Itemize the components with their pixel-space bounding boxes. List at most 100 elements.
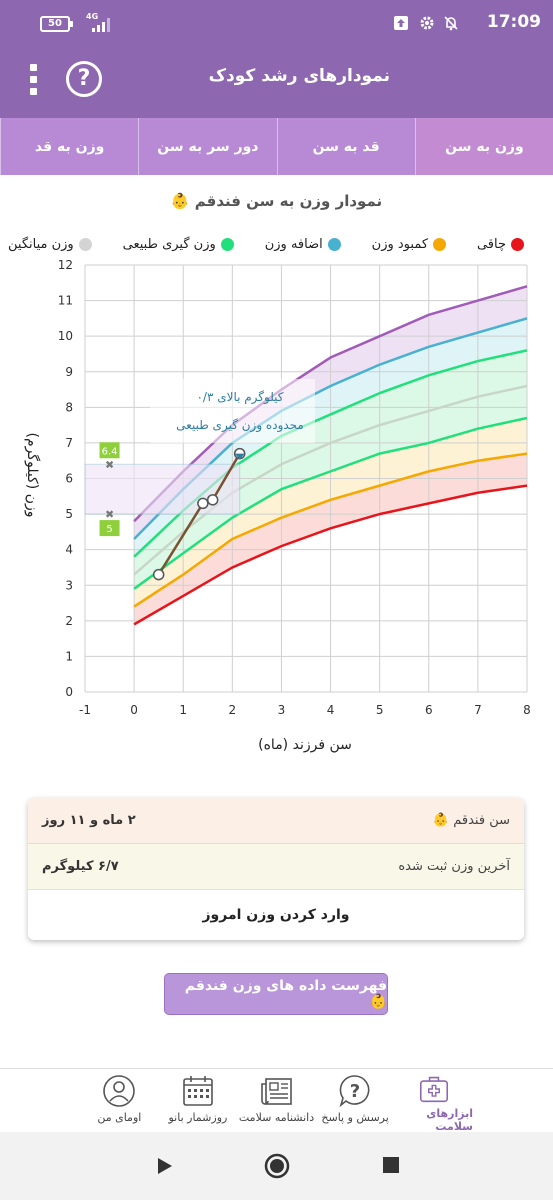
latest-point-indicator bbox=[234, 453, 245, 460]
nav-item-calendar[interactable]: روزشمار بانو bbox=[159, 1069, 238, 1133]
legend-item-obese[interactable]: چاقی bbox=[477, 234, 524, 254]
system-back-icon[interactable] bbox=[155, 1156, 175, 1176]
nav-item-encyclopedia[interactable]: دانشنامه سلامت bbox=[237, 1069, 316, 1133]
tab-height-for-age[interactable]: قد به سن bbox=[276, 118, 415, 175]
svg-text:?: ? bbox=[350, 1081, 360, 1102]
weight-value: ۶/۷ کیلوگرم bbox=[42, 859, 119, 874]
y-tick-label: 4 bbox=[65, 543, 73, 557]
user-profile-icon bbox=[103, 1075, 136, 1107]
nav-item-my-profile[interactable]: اومای من bbox=[80, 1069, 159, 1133]
percentile-curve bbox=[133, 484, 528, 626]
x-tick-label: 8 bbox=[523, 703, 531, 717]
y-tick-label: 9 bbox=[65, 365, 73, 379]
tab-weight-for-height[interactable]: وزن به قد bbox=[0, 118, 138, 175]
newspaper-icon bbox=[260, 1078, 292, 1105]
y-axis-label: وزن (کیلوگرم) bbox=[24, 433, 41, 518]
legend-item-underweight[interactable]: کمبود وزن bbox=[371, 234, 447, 254]
calendar-icon bbox=[183, 1076, 213, 1106]
battery-level: 50 bbox=[48, 18, 62, 29]
nav-label: روزشمار بانو bbox=[168, 1111, 228, 1124]
enter-weight-button[interactable]: وارد کردن وزن امروز bbox=[202, 907, 350, 923]
y-tick-label: 12 bbox=[58, 258, 73, 272]
chart-band bbox=[134, 286, 527, 539]
x-tick-label: 3 bbox=[278, 703, 286, 717]
percentile-curve bbox=[133, 452, 528, 608]
x-tick-label: 4 bbox=[327, 703, 335, 717]
battery-icon: 50 bbox=[40, 16, 73, 32]
nav-label: ابزارهای سلامت bbox=[426, 1107, 473, 1133]
notifications-off-icon bbox=[442, 14, 460, 32]
legend-dot bbox=[220, 237, 234, 251]
range-marker-label: 6.4 bbox=[102, 446, 118, 457]
weight-row: آخرین وزن ثبت شده ۶/۷ کیلوگرم bbox=[28, 844, 524, 890]
weight-label: آخرین وزن ثبت شده bbox=[398, 859, 510, 874]
nav-label: دانشنامه سلامت bbox=[238, 1111, 315, 1124]
help-button[interactable]: ? bbox=[66, 61, 102, 97]
x-tick-label: 5 bbox=[376, 703, 384, 717]
legend-dot bbox=[327, 237, 341, 251]
range-marker-cross: ✖ bbox=[105, 458, 114, 471]
system-recents-icon[interactable] bbox=[382, 1156, 400, 1174]
x-tick-label: 1 bbox=[179, 703, 187, 717]
legend-item-average[interactable]: وزن میانگین bbox=[8, 234, 92, 254]
y-tick-label: 7 bbox=[65, 436, 73, 450]
percentile-curve bbox=[133, 285, 528, 523]
child-weight-point[interactable] bbox=[152, 568, 165, 581]
legend-label: وزن گیری طبیعی bbox=[122, 236, 216, 252]
more-menu-icon[interactable] bbox=[24, 60, 44, 100]
clock: 17:09 bbox=[486, 12, 541, 32]
bottom-nav: اومای من روزشمار بانو دانشنامه سلامت ? پ… bbox=[0, 1068, 553, 1133]
child-info-card: سن فندقم 👶 ۲ ماه و ۱۱ روز آخرین وزن ثبت … bbox=[28, 798, 524, 940]
settings-icon bbox=[418, 14, 436, 32]
page-title: نمودارهای رشد کودک bbox=[208, 66, 390, 86]
question-bubble-icon: ? bbox=[339, 1075, 370, 1108]
range-marker-label: 5 bbox=[106, 524, 112, 535]
chart-band bbox=[134, 318, 527, 557]
legend-dot bbox=[78, 237, 92, 251]
signal-icon bbox=[92, 16, 114, 32]
weight-data-list-button[interactable]: فهرست داده های وزن فندقم 👶 bbox=[164, 973, 388, 1015]
y-tick-label: 2 bbox=[65, 614, 73, 628]
x-tick-label: -1 bbox=[79, 703, 91, 717]
chart-title: نمودار وزن به سن فندقم 👶 bbox=[170, 192, 383, 210]
system-home-icon[interactable] bbox=[264, 1153, 290, 1179]
range-marker-badge bbox=[99, 520, 120, 537]
age-value: ۲ ماه و ۱۱ روز bbox=[42, 813, 136, 828]
medical-kit-icon bbox=[419, 1076, 448, 1103]
legend-label: کمبود وزن bbox=[371, 236, 429, 252]
legend-label: اضافه وزن bbox=[264, 236, 323, 252]
child-weight-point[interactable] bbox=[206, 494, 219, 506]
y-tick-label: 0 bbox=[65, 685, 73, 699]
x-tick-label: 6 bbox=[425, 703, 433, 717]
tab-weight-for-age[interactable]: وزن به سن bbox=[414, 118, 553, 175]
y-tick-label: 8 bbox=[65, 400, 73, 414]
tab-head-for-age[interactable]: دور سر به سن bbox=[138, 118, 276, 175]
age-row: سن فندقم 👶 ۲ ماه و ۱۱ روز bbox=[28, 798, 524, 844]
age-label: سن فندقم 👶 bbox=[432, 813, 510, 828]
y-tick-label: 10 bbox=[58, 329, 73, 343]
chart-tabs: وزن به قد دور سر به سن قد به سن وزن به س… bbox=[0, 118, 553, 175]
y-tick-label: 1 bbox=[65, 649, 73, 663]
legend-item-overweight[interactable]: اضافه وزن bbox=[265, 234, 341, 254]
nav-item-questions[interactable]: ? پرسش و پاسخ bbox=[316, 1069, 395, 1133]
legend-dot bbox=[511, 237, 524, 251]
normal-range-highlight bbox=[84, 463, 241, 515]
network-type: 4G bbox=[86, 12, 99, 21]
legend-label: چاقی bbox=[476, 236, 506, 252]
legend-label: وزن میانگین bbox=[8, 236, 74, 252]
upload-icon bbox=[392, 14, 410, 32]
x-tick-label: 0 bbox=[130, 703, 138, 717]
x-tick-label: 2 bbox=[229, 703, 237, 717]
legend-item-normal[interactable]: وزن گیری طبیعی bbox=[123, 234, 234, 254]
nav-label: پرسش و پاسخ bbox=[321, 1111, 389, 1124]
x-tick-label: 7 bbox=[474, 703, 482, 717]
legend-dot bbox=[433, 237, 447, 251]
x-axis-label: سن فرزند (ماه) bbox=[258, 737, 352, 753]
child-weight-point[interactable] bbox=[197, 497, 209, 510]
nav-item-health-tools[interactable]: ابزارهای سلامت bbox=[394, 1069, 473, 1133]
status-bar: 50 4G 17:09 bbox=[0, 0, 553, 40]
nav-label: اومای من bbox=[97, 1111, 142, 1124]
y-tick-label: 5 bbox=[65, 507, 73, 521]
range-marker-cross: ✖ bbox=[105, 508, 114, 521]
